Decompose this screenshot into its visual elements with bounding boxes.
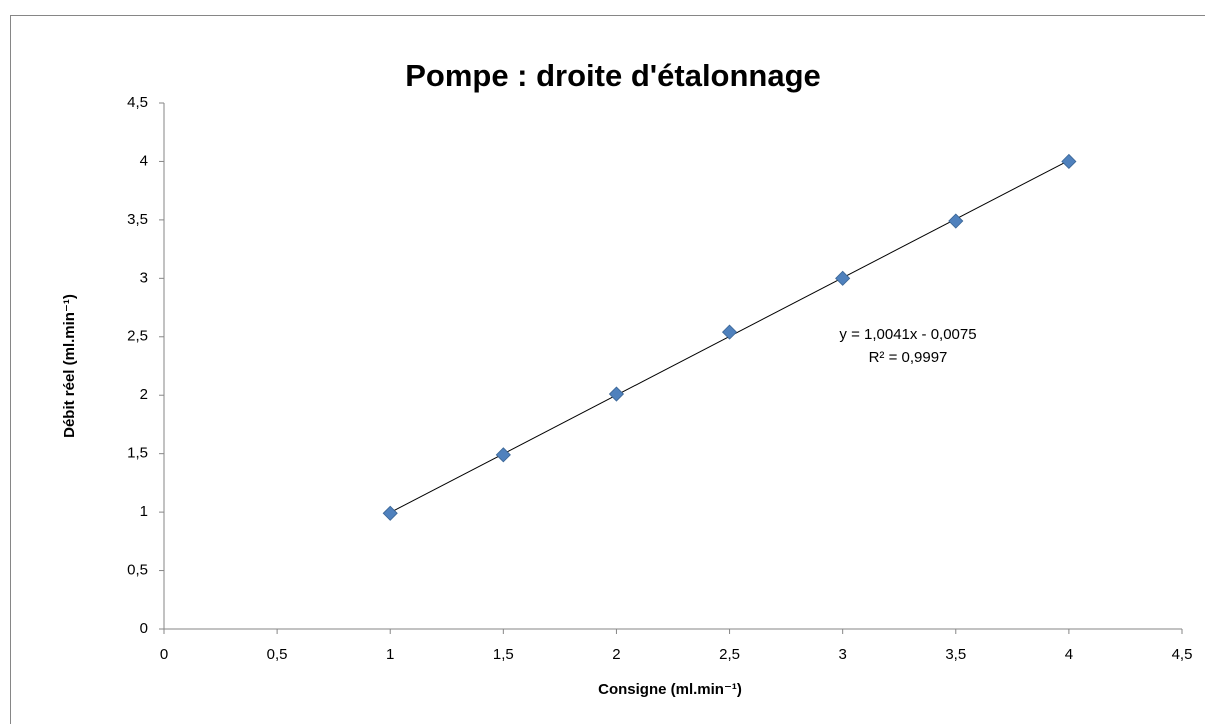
- data-point: [948, 213, 964, 229]
- y-axis-label: Débit réel (ml.min⁻¹): [61, 294, 78, 438]
- data-point: [608, 386, 625, 402]
- chart-title: Pompe : droite d'étalonnage: [405, 58, 821, 93]
- x-tick-label: 1: [386, 646, 394, 663]
- chart-frame: [10, 15, 1205, 724]
- x-tick-label: 4,5: [1172, 646, 1193, 663]
- y-tick-label: 0,5: [127, 562, 148, 579]
- x-tick-label: 2,5: [719, 646, 740, 663]
- data-point: [835, 270, 851, 286]
- x-tick-label: 0,5: [267, 646, 288, 663]
- data-point: [1061, 153, 1077, 170]
- y-tick-label: 1: [140, 503, 148, 520]
- x-axis-label: Consigne (ml.min⁻¹): [598, 681, 742, 698]
- data-point: [721, 324, 738, 340]
- x-tick-label: 1,5: [493, 646, 514, 663]
- y-tick-label: 0: [140, 620, 148, 637]
- y-tick-label: 2,5: [127, 328, 148, 345]
- y-tick-label: 4: [140, 152, 148, 169]
- x-tick-label: 4: [1065, 646, 1073, 663]
- trendline-r2: R² = 0,9997: [869, 349, 948, 366]
- data-point: [382, 505, 398, 521]
- data-point: [495, 447, 511, 463]
- x-tick-label: 3,5: [945, 646, 966, 663]
- trendline-equation: y = 1,0041x - 0,0075: [839, 326, 976, 343]
- y-tick-label: 2: [140, 386, 148, 403]
- y-tick-label: 1,5: [127, 445, 148, 462]
- x-tick-label: 3: [838, 646, 846, 663]
- y-tick-label: 3,5: [127, 211, 148, 228]
- y-tick-label: 4,5: [127, 94, 148, 111]
- x-tick-label: 2: [612, 646, 620, 663]
- y-tick-label: 3: [140, 269, 148, 286]
- x-tick-label: 0: [160, 646, 168, 663]
